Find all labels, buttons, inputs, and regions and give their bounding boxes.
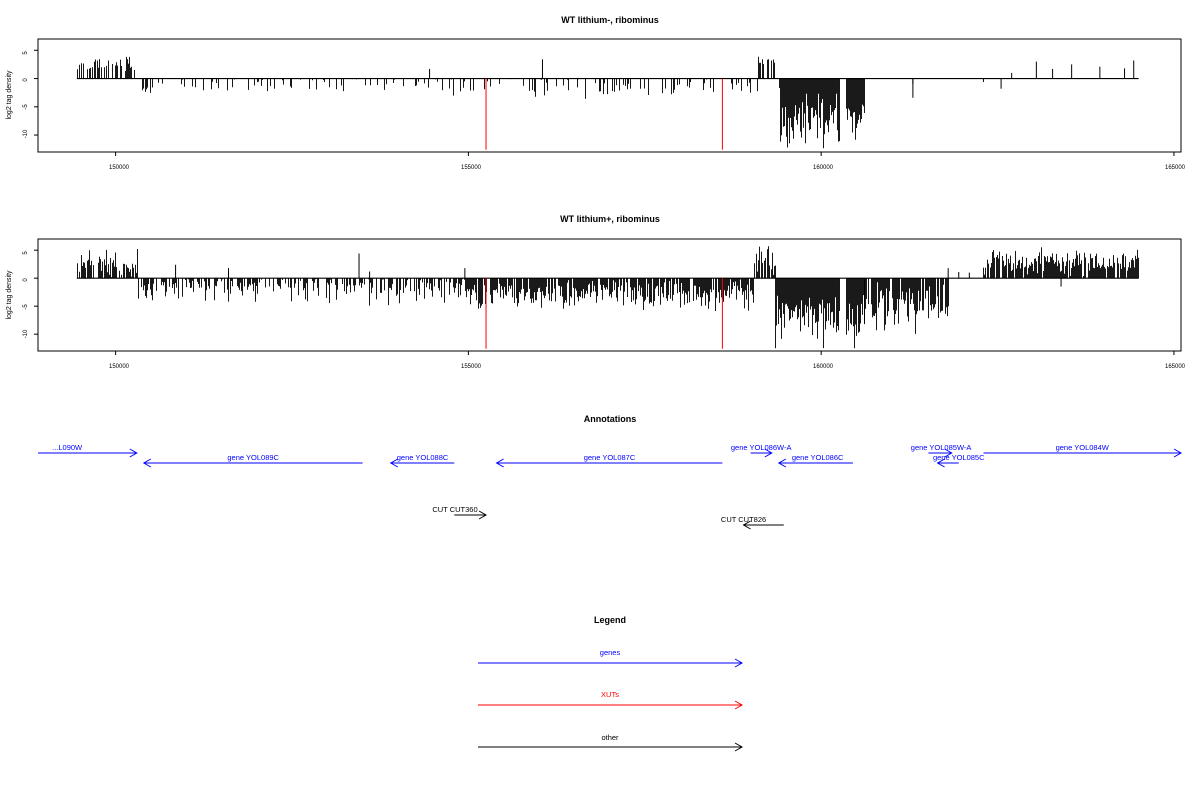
panel-1-bars xyxy=(76,56,1139,150)
panel-2-title: WT lithium+, ribominus xyxy=(560,214,660,224)
legend-label-genes: genes xyxy=(600,648,621,657)
cut-label: CUT CUT826 xyxy=(721,515,766,524)
panel-2-x-tick-label: 165000 xyxy=(1165,364,1186,370)
gene-feature: gene YOL085C xyxy=(933,453,985,468)
density-bars xyxy=(137,278,468,306)
panel-2-y-tick-label: -10 xyxy=(23,329,29,338)
density-bars xyxy=(77,56,135,79)
gene-arrowhead xyxy=(495,458,504,468)
gene-label: gene YOL087C xyxy=(584,453,636,462)
annotation-tracks: ...L090W gene YOL089C gene YOL088C gene YOL… xyxy=(38,443,1183,530)
panel-1-y-tick-label: -10 xyxy=(23,129,29,138)
panel-2-y-tick-label: 0 xyxy=(23,278,29,282)
legend-arrowhead-other xyxy=(734,742,744,752)
panel-1-y-tick-label: 5 xyxy=(23,51,29,55)
legend-arrowhead-xuts xyxy=(734,700,744,710)
panel-2-x-tick-label: 150000 xyxy=(109,364,130,370)
panel-2-y-tick-label: -5 xyxy=(23,304,29,310)
gene-label: gene YOL086C xyxy=(792,453,844,462)
density-bars xyxy=(758,56,775,79)
cut-label: CUT CUT360 xyxy=(432,505,477,514)
legend-arrowhead-genes xyxy=(734,658,744,668)
gene-feature: gene YOL085W-A xyxy=(911,443,972,458)
gene-label: gene YOL088C xyxy=(397,453,449,462)
gene-arrowhead xyxy=(129,448,138,458)
gene-feature: gene YOL087C xyxy=(495,453,723,468)
panel-1-x-tick-label: 160000 xyxy=(813,165,834,171)
panel-1-title: WT lithium-, ribominus xyxy=(561,15,659,25)
gene-feature: gene YOL086C xyxy=(777,453,853,468)
legend-item-genes: genes xyxy=(478,648,744,668)
gene-arrowhead xyxy=(777,458,787,468)
gene-label: gene YOL089C xyxy=(227,453,279,462)
legend-item-xuts: XUTs xyxy=(478,690,744,710)
gene-feature: gene YOL086W-A xyxy=(731,443,792,458)
legend-item-other: other xyxy=(478,733,744,752)
density-bars xyxy=(142,78,758,99)
panel-2-plot-frame xyxy=(37,238,1182,352)
gene-feature: ...L090W xyxy=(38,443,138,458)
panel-1-x-axis: 150000 155000 160000 165000 xyxy=(109,152,1186,171)
annotations-panel: Annotations ...L090W gene YOL089C gene YOL… xyxy=(38,414,1183,530)
gene-feature: gene YOL088C xyxy=(389,453,455,468)
legend-label-other: other xyxy=(601,733,619,742)
cut-arrowhead xyxy=(742,520,751,530)
gene-arrowhead xyxy=(1173,448,1183,458)
panel-2-y-axis: 5 0 -5 -10 xyxy=(23,249,38,338)
panel-1-y-tick-label: -5 xyxy=(23,104,29,110)
panel-1-x-tick-label: 155000 xyxy=(461,165,482,171)
panel-2-y-axis-label: log2 tag density xyxy=(6,270,13,320)
legend-title: Legend xyxy=(594,615,626,625)
panel-2-x-tick-label: 155000 xyxy=(461,364,482,370)
panel-2-y-tick-label: 5 xyxy=(23,251,29,255)
annotations-title: Annotations xyxy=(584,414,637,424)
density-bars xyxy=(846,278,865,349)
gene-feature: gene YOL084W xyxy=(983,443,1183,458)
gene-arrowhead xyxy=(944,448,953,458)
panel-1-y-tick-label: 0 xyxy=(23,78,29,82)
density-bars xyxy=(983,247,1139,279)
density-bars xyxy=(846,78,865,140)
panel-1-plot-frame xyxy=(37,38,1182,153)
panel-2-x-tick-label: 160000 xyxy=(813,364,834,370)
gene-label: gene YOL085W-A xyxy=(911,443,972,452)
gene-label: gene YOL086W-A xyxy=(731,443,792,452)
gene-label: ...L090W xyxy=(52,443,83,452)
density-bars xyxy=(77,249,138,279)
gene-label: gene YOL084W xyxy=(1056,443,1110,452)
density-bars xyxy=(468,278,754,311)
density-bars xyxy=(775,278,840,349)
density-bars xyxy=(779,78,840,149)
gene-arrowhead xyxy=(142,458,152,468)
cut-arrowhead xyxy=(478,510,488,520)
cut-feature: CUT CUT826 xyxy=(721,515,784,530)
density-bars xyxy=(754,246,776,279)
panel-2-x-axis: 150000 155000 160000 165000 xyxy=(109,351,1186,370)
panel-1-x-tick-label: 165000 xyxy=(1165,165,1186,171)
density-bars xyxy=(864,278,949,334)
panel-1-y-axis-label: log2 tag density xyxy=(6,70,13,120)
legend: Legend genes XUTs other xyxy=(478,615,744,752)
panel-1-x-tick-label: 150000 xyxy=(109,165,130,171)
panel-1-y-axis: 5 0 -5 -10 xyxy=(23,49,38,138)
panel-lithium-plus: WT lithium+, ribominus 150000 155000 160… xyxy=(6,214,1186,370)
gene-feature: gene YOL089C xyxy=(142,453,363,468)
gene-label: gene YOL085C xyxy=(933,453,985,462)
cut-feature: CUT CUT360 xyxy=(432,505,488,520)
legend-label-xuts: XUTs xyxy=(601,690,619,699)
panel-2-bars xyxy=(76,246,1139,349)
gene-arrowhead xyxy=(389,458,399,468)
gene-arrowhead xyxy=(936,458,945,468)
panel-lithium-minus: WT lithium-, ribominus 150000 155000 160… xyxy=(6,15,1186,171)
gene-arrowhead xyxy=(764,448,773,458)
